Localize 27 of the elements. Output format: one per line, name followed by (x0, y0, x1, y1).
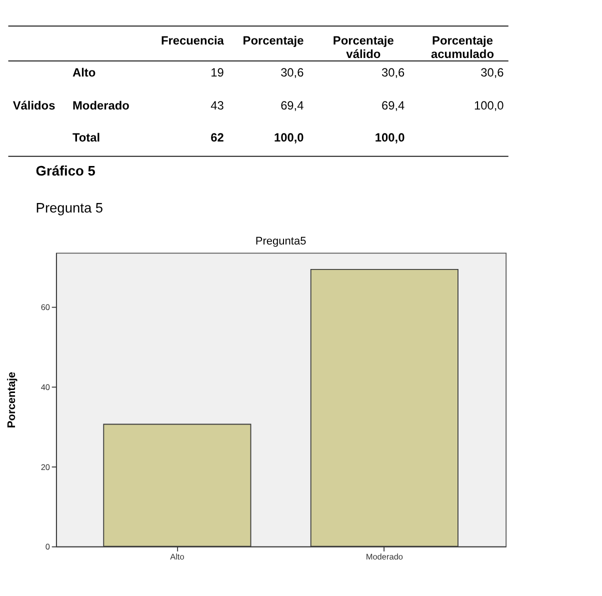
chart-title: Pregunta5 (255, 235, 306, 248)
text: Válidos (12, 98, 56, 113)
text: Frecuencia (160, 33, 224, 48)
text: Gráfico 5 (36, 164, 96, 179)
y-tick-label: 40 (40, 382, 50, 392)
text: 100,0 (474, 98, 504, 113)
text: 69,4 (382, 98, 406, 113)
y-tick-label: 60 (40, 303, 50, 312)
text: Porcentaje acumulado (431, 33, 494, 62)
text: 100,0 (374, 130, 406, 145)
text: 100,0 (274, 130, 304, 145)
text: 30,6 (280, 66, 304, 80)
text: Porcentaje válido (332, 33, 394, 62)
text: 62 (210, 130, 224, 145)
text: 30,6 (480, 66, 504, 80)
y-tick-label: 20 (40, 462, 50, 472)
y-axis-title: Porcentaje (6, 372, 18, 428)
text: 19 (210, 66, 224, 80)
text: Alto (72, 66, 96, 80)
y-tick-label: 0 (45, 542, 50, 552)
text: Porcentaje (242, 33, 304, 48)
text: 69,4 (280, 98, 304, 113)
text: Pregunta 5 (36, 200, 104, 216)
text: Moderado (72, 98, 130, 113)
text: 30,6 (382, 66, 406, 80)
text: Total (72, 130, 100, 145)
text: 43 (210, 98, 224, 113)
